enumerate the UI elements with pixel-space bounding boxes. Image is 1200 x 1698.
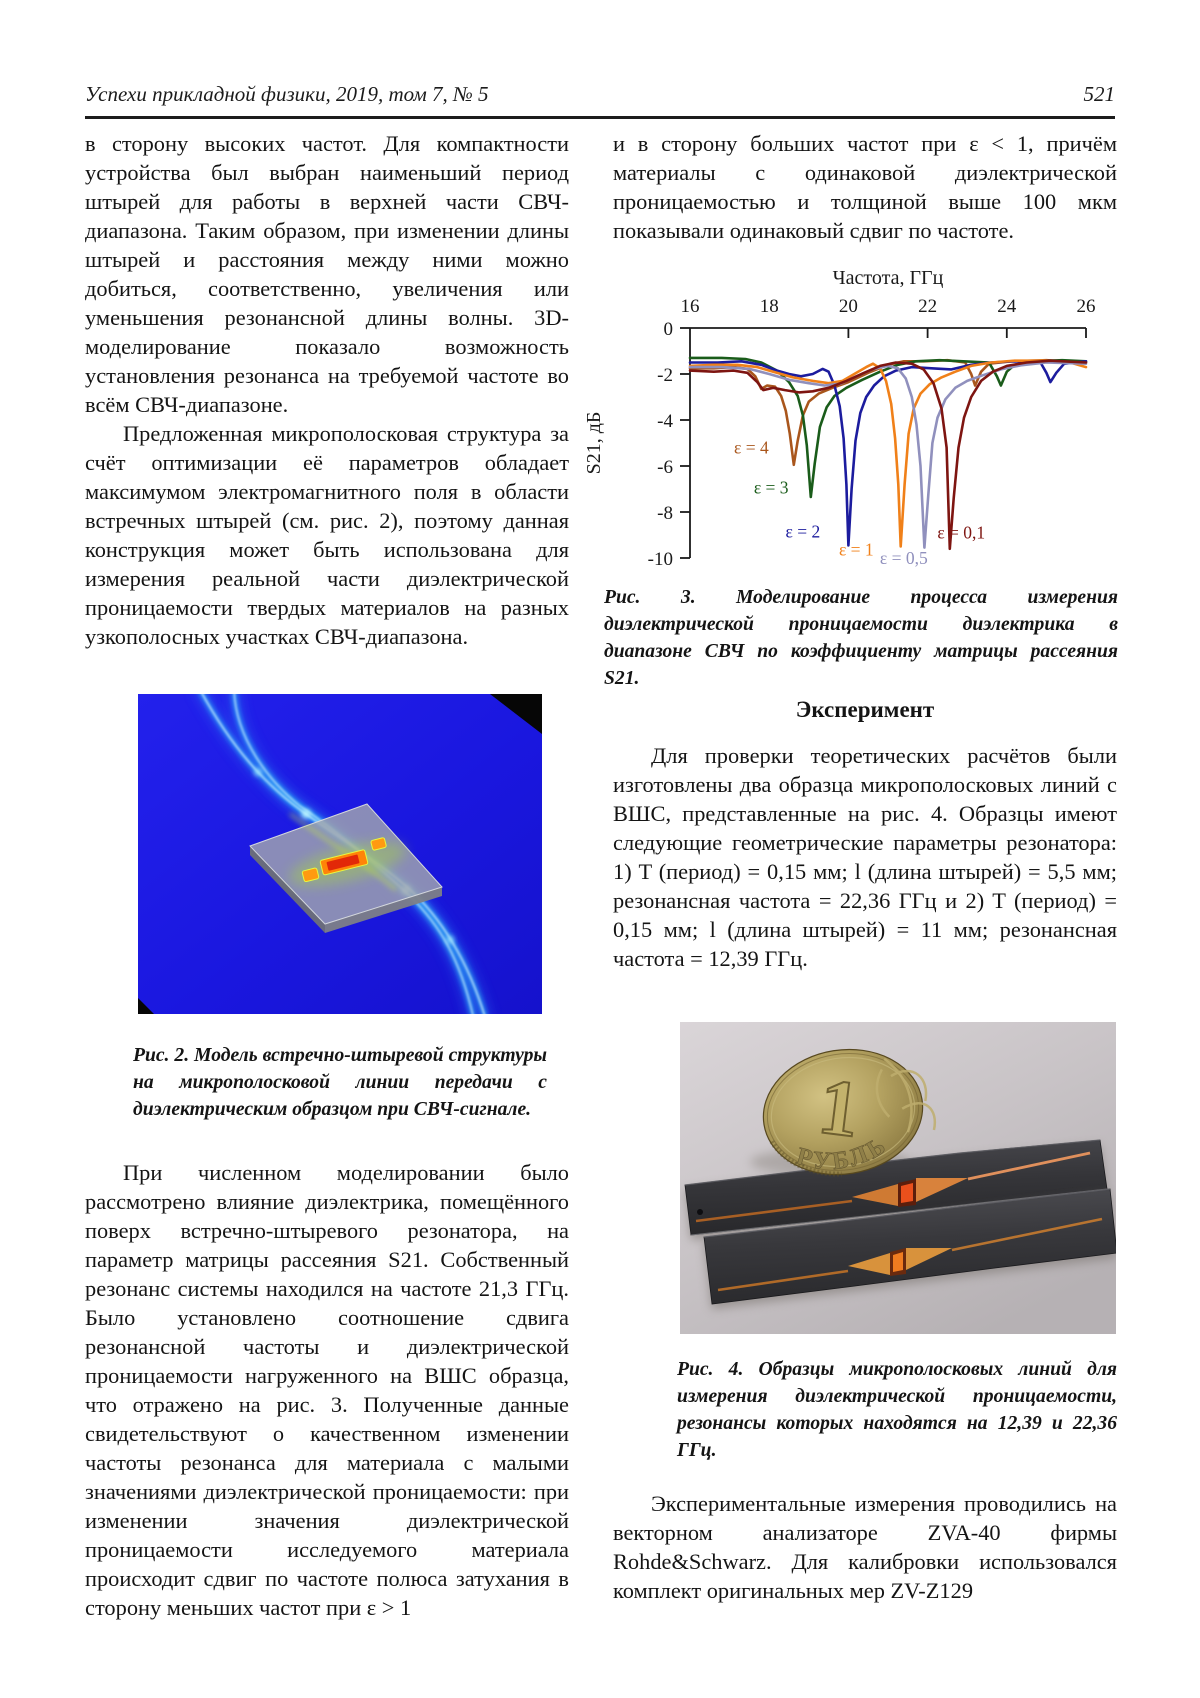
figure-3-chart: 16 18 20 22 24 26 0 -2 -4 -6 -8 -10 Частота, ГГц S21,… [575, 254, 1123, 588]
series-label-eps3: ε = 3 [754, 478, 789, 498]
series-label-eps4: ε = 4 [734, 437, 769, 457]
y-tick-label: -6 [657, 457, 673, 478]
series-curve-eps3 [688, 356, 1088, 499]
paragraph-measurements: Экспериментальные измерения проводились … [613, 1491, 1117, 1603]
x-tick-label: 24 [997, 296, 1017, 317]
copper-trace-upper [695, 1151, 1091, 1223]
copper-trace-lower [717, 1217, 1103, 1292]
right-column-bottom: Экспериментальные измерения проводились … [613, 1489, 1117, 1605]
series-label-eps01: ε = 0,1 [937, 522, 985, 542]
figure-3-caption: Рис. 3. Моделирование процесса измерения… [604, 587, 1118, 689]
left-column-bottom: При численном моделировании было рассмот… [85, 1158, 569, 1622]
figure-2-caption: Рис. 2. Модель встречно-штыревой структу… [133, 1045, 547, 1120]
series-label-eps2: ε = 2 [786, 521, 821, 541]
y-tick-label: -4 [657, 411, 673, 432]
samples-photo-graphic: 1 РУБЛЬ [680, 1022, 1118, 1334]
x-tick-label: 18 [760, 296, 779, 317]
coin-numeral: 1 [814, 1062, 864, 1154]
paragraph-continuation-right: и в сторону больших частот при ε < 1, пр… [613, 131, 1117, 243]
series-label-eps05: ε = 0,5 [880, 548, 928, 568]
coin-ornament [875, 1057, 937, 1133]
header-rule [85, 116, 1115, 119]
paragraph-continuation-left: в сторону высоких частот. Для компактнос… [85, 131, 569, 417]
running-head-journal: Успехи прикладной физики, 2019, том 7, №… [85, 82, 489, 106]
microstrip-board-lower [703, 1188, 1118, 1309]
image-corner-artifact-top [490, 694, 542, 734]
x-tick-label: 26 [1077, 296, 1096, 317]
field-simulation-graphic [138, 683, 542, 1022]
series-curve-eps05 [688, 361, 1088, 549]
series-curve-eps01 [688, 359, 1088, 551]
running-head-page-number: 521 [1083, 82, 1116, 106]
y-tick-label: 0 [664, 319, 674, 340]
paragraph-proposed-structure: Предложенная микрополосковая структура з… [85, 421, 569, 649]
y-tick-label: -2 [657, 365, 673, 386]
paragraph-experiment-samples: Для проверки теоретических расчётов были… [613, 743, 1117, 971]
right-column-experiment: Для проверки теоретических расчётов были… [613, 741, 1117, 973]
resonator-hotspots [289, 837, 406, 887]
x-tick-label: 20 [839, 296, 858, 317]
section-heading-experiment: Эксперимент [795, 697, 935, 722]
y-axis-title: S21, дБ [583, 412, 605, 475]
figure-2-simulation-image [138, 683, 542, 1022]
figure-4-photo: 1 РУБЛЬ [680, 1022, 1118, 1334]
paragraph-numerical-modeling: При численном моделировании было рассмот… [85, 1160, 569, 1620]
s21-chart: 16 18 20 22 24 26 0 -2 -4 -6 -8 -10 Частота, ГГц S21,… [583, 267, 1096, 570]
left-column-top: в сторону высоких частот. Для компактнос… [85, 129, 569, 651]
y-tick-label: -10 [648, 549, 673, 570]
series-label-eps1: ε = 1 [839, 540, 874, 560]
figure-4-caption: Рис. 4. Образцы микрополосковых линий дл… [677, 1359, 1117, 1461]
right-column-top: и в сторону больших частот при ε < 1, пр… [613, 129, 1117, 245]
series-curve-eps1 [688, 359, 1088, 548]
y-tick-label: -8 [657, 503, 673, 524]
microstrip-board-upper [684, 1139, 1108, 1240]
x-tick-label: 22 [918, 296, 937, 317]
image-corner-artifact-bottom [138, 998, 154, 1014]
x-tick-label: 16 [681, 296, 700, 317]
x-axis-title: Частота, ГГц [833, 267, 944, 289]
